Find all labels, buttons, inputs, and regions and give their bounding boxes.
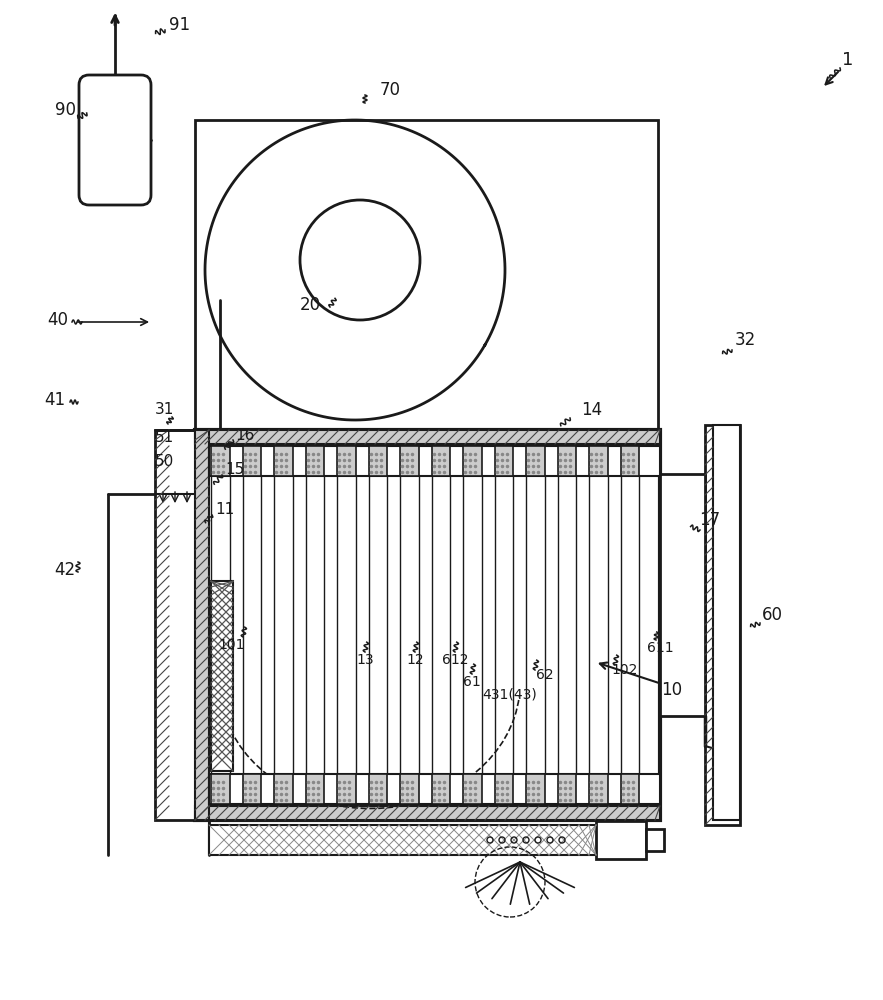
Text: 62: 62 xyxy=(536,668,554,682)
Bar xyxy=(274,446,293,476)
Bar xyxy=(195,120,658,430)
Bar xyxy=(209,825,610,855)
Bar xyxy=(209,446,660,476)
Bar xyxy=(211,774,230,804)
Bar xyxy=(660,474,705,716)
Text: 60: 60 xyxy=(761,606,782,624)
Text: 102: 102 xyxy=(612,663,638,677)
Text: 31: 31 xyxy=(155,402,175,418)
Text: 612: 612 xyxy=(442,653,468,667)
Text: 61: 61 xyxy=(463,675,481,689)
Text: 50: 50 xyxy=(155,454,175,470)
Text: 101: 101 xyxy=(219,638,245,652)
Text: 15: 15 xyxy=(225,462,245,478)
Bar xyxy=(432,774,450,804)
Bar xyxy=(243,446,261,476)
Bar xyxy=(713,425,740,820)
Bar xyxy=(646,829,664,851)
Text: 14: 14 xyxy=(581,401,602,419)
Text: 1: 1 xyxy=(842,51,854,69)
Text: 32: 32 xyxy=(735,331,756,349)
Bar xyxy=(526,774,545,804)
Bar xyxy=(306,446,324,476)
Bar xyxy=(243,774,261,804)
Bar xyxy=(705,425,740,825)
Text: 51: 51 xyxy=(155,430,175,446)
Bar xyxy=(337,446,356,476)
Bar xyxy=(306,774,324,804)
Text: 16: 16 xyxy=(235,428,254,442)
Bar xyxy=(526,446,545,476)
Text: 17: 17 xyxy=(699,511,721,529)
Bar xyxy=(494,446,513,476)
Bar xyxy=(596,821,646,859)
Bar xyxy=(621,774,639,804)
Text: 13: 13 xyxy=(356,653,374,667)
Text: 41: 41 xyxy=(44,391,65,409)
Bar xyxy=(557,446,577,476)
Text: 70: 70 xyxy=(380,81,401,99)
Text: 20: 20 xyxy=(299,296,321,314)
Bar xyxy=(463,774,482,804)
Bar xyxy=(195,430,660,820)
Bar xyxy=(589,446,608,476)
Bar xyxy=(432,446,450,476)
Text: 91: 91 xyxy=(170,16,191,34)
Bar xyxy=(368,446,388,476)
Bar xyxy=(400,446,419,476)
Text: 12: 12 xyxy=(406,653,424,667)
Text: 11: 11 xyxy=(215,502,235,518)
Text: 611: 611 xyxy=(646,641,674,655)
Bar xyxy=(195,806,660,820)
Bar xyxy=(155,430,195,820)
Bar xyxy=(400,774,419,804)
Bar xyxy=(274,774,293,804)
Text: 40: 40 xyxy=(48,311,69,329)
Bar xyxy=(195,430,660,444)
Text: 42: 42 xyxy=(55,561,76,579)
Bar xyxy=(621,446,639,476)
Bar xyxy=(494,774,513,804)
Bar xyxy=(589,774,608,804)
Bar xyxy=(211,446,230,476)
Bar xyxy=(195,430,209,820)
Bar xyxy=(209,774,660,804)
Bar xyxy=(368,774,388,804)
Bar xyxy=(557,774,577,804)
Text: 90: 90 xyxy=(55,101,76,119)
Bar xyxy=(337,774,356,804)
Bar xyxy=(211,581,233,771)
Bar xyxy=(463,446,482,476)
FancyBboxPatch shape xyxy=(79,75,151,205)
Text: 431(43): 431(43) xyxy=(483,688,538,702)
Text: 10: 10 xyxy=(661,681,683,699)
